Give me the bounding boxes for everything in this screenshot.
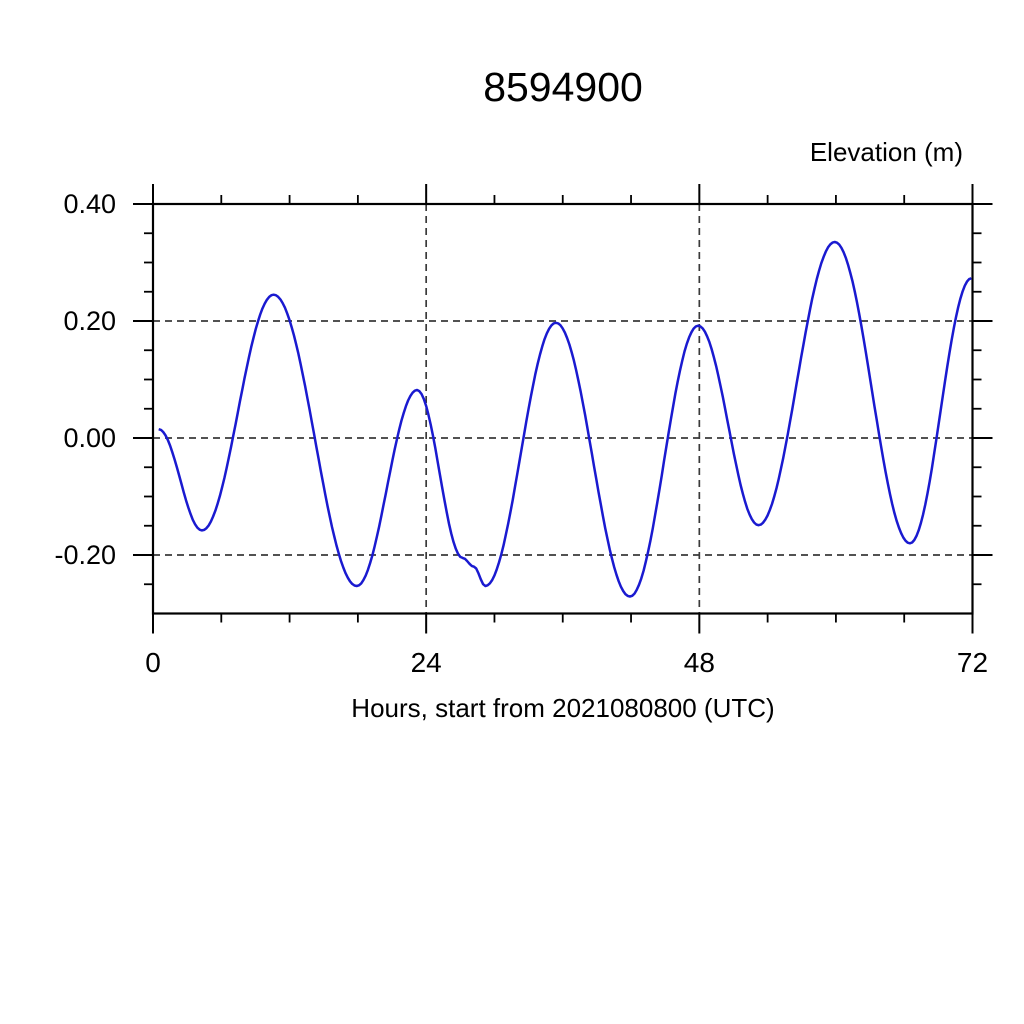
x-tick-label: 24: [410, 647, 442, 678]
plot-frame: [151, 202, 974, 615]
x-tick-label: 72: [956, 647, 989, 678]
chart-title: 8594900: [483, 64, 643, 110]
y-tick-label: 0.00: [63, 423, 116, 453]
y-tick-label: 0.40: [63, 189, 116, 219]
x-axis-title: Hours, start from 2021080800 (UTC): [351, 693, 775, 723]
y-tick-label: 0.20: [63, 306, 116, 336]
y-axis-title: Elevation (m): [809, 137, 963, 167]
x-tick-label: 48: [683, 647, 715, 678]
elevation-line: [158, 240, 972, 598]
y-tick-label: -0.20: [54, 540, 116, 570]
x-tick-label: 0: [145, 647, 161, 678]
